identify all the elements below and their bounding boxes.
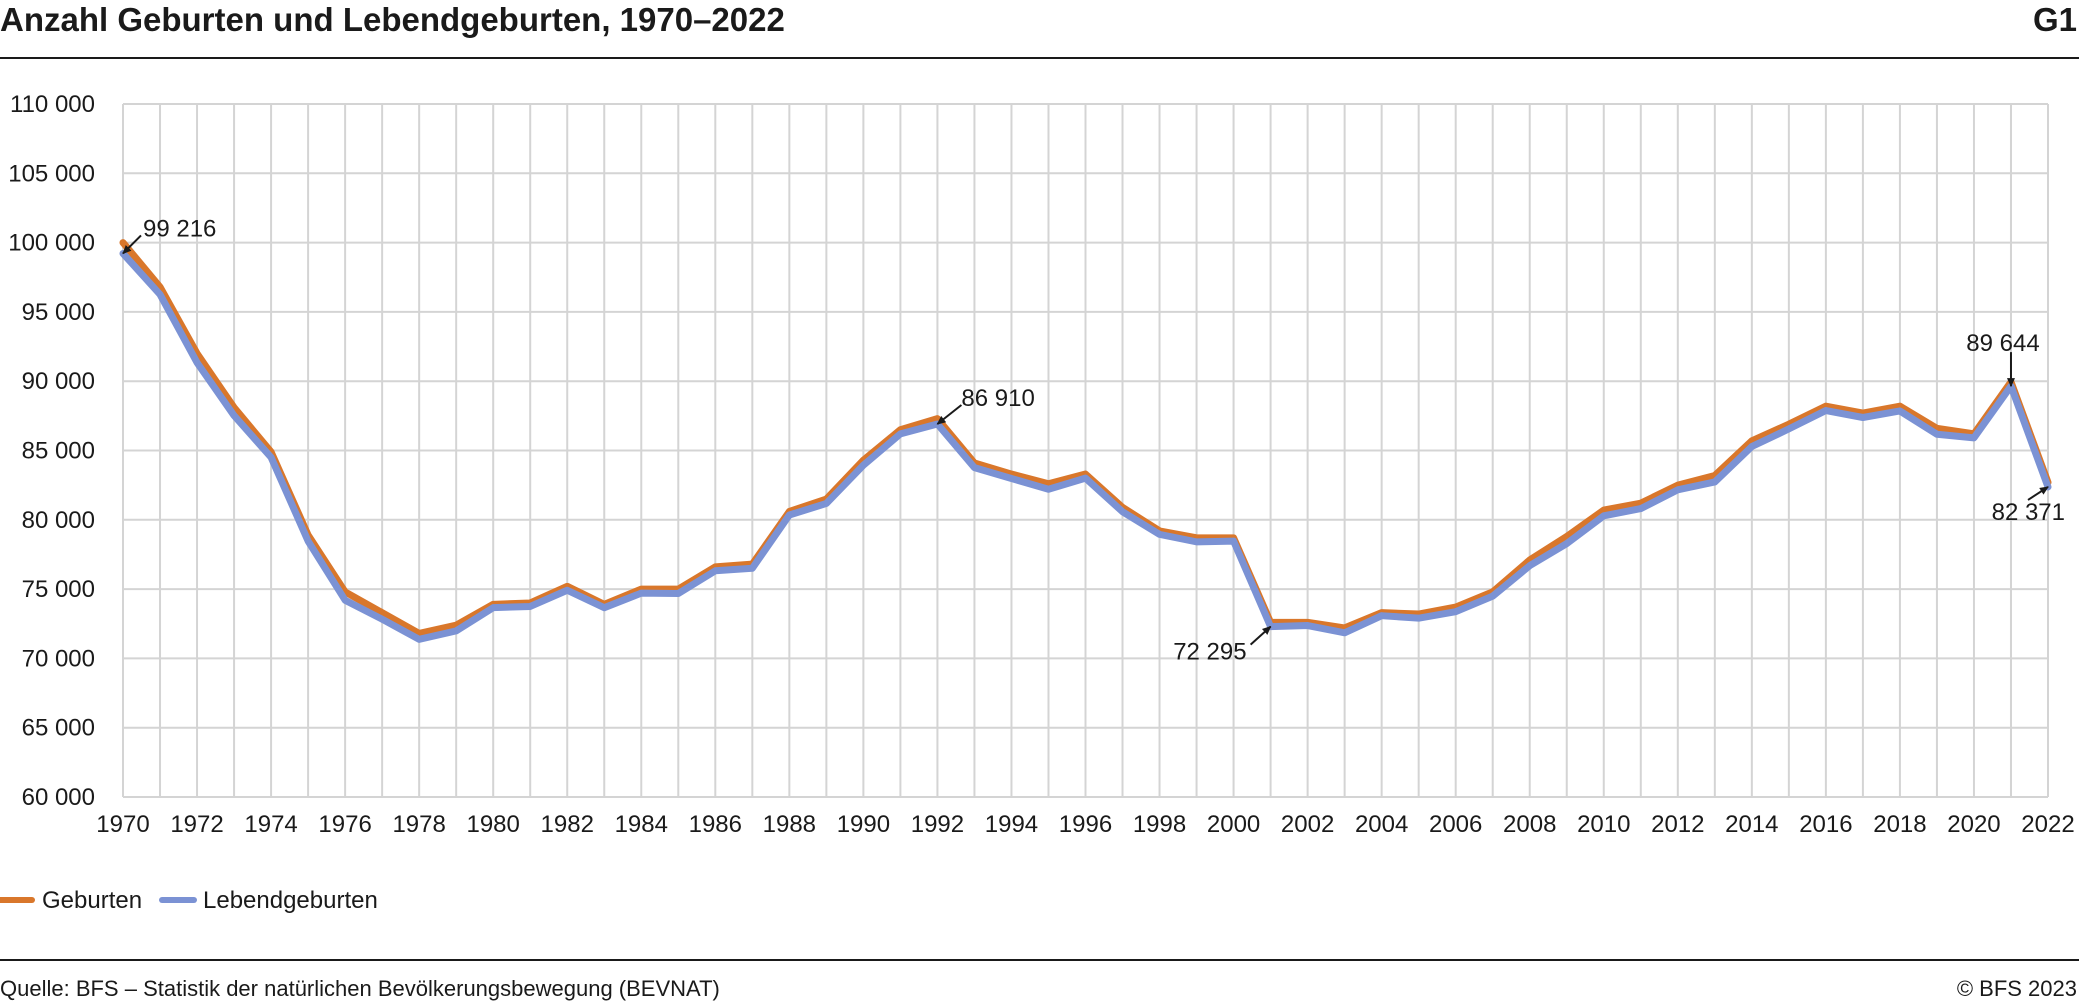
annotation-label: 89 644: [1966, 330, 2039, 357]
x-tick-label: 1994: [985, 811, 1038, 838]
x-tick-label: 2004: [1355, 811, 1408, 838]
grid-lines: [122, 103, 2049, 798]
y-tick-label: 95 000: [22, 299, 95, 326]
x-axis-ticks: 1970 1972 1974 1976 1978 1980 1982 1984 1986 1988…: [96, 811, 2074, 838]
y-tick-label: 110 000: [10, 91, 95, 118]
annotation-label: 86 910: [961, 385, 1034, 412]
x-tick-label: 1988: [763, 811, 816, 838]
x-tick-label: 1990: [837, 811, 890, 838]
source-note: Quelle: BFS – Statistik der natürlichen …: [0, 976, 720, 1001]
legend-label-lebendgeburten: Lebendgeburten: [203, 887, 378, 914]
x-tick-label: 1976: [318, 811, 371, 838]
x-tick-label: 2012: [1651, 811, 1704, 838]
x-tick-label: 1980: [466, 811, 519, 838]
y-tick-label: 90 000: [22, 368, 95, 395]
copyright: © BFS 2023: [1957, 976, 2077, 1001]
x-tick-label: 1984: [615, 811, 668, 838]
y-axis-ticks: 60 000 65 000 70 000 75 000 80 000 85 000 90 0…: [8, 91, 95, 811]
x-tick-label: 2020: [1947, 811, 2000, 838]
chart-title: Anzahl Geburten und Lebendgeburten, 1970…: [0, 1, 785, 38]
annotation-arrow: [1249, 625, 1272, 646]
annotation-label: 72 295: [1173, 639, 1246, 666]
x-tick-label: 2018: [1873, 811, 1926, 838]
annotation-arrow: [122, 234, 142, 255]
x-tick-label: 1982: [541, 811, 594, 838]
x-tick-label: 1996: [1059, 811, 1112, 838]
x-tick-label: 1974: [244, 811, 297, 838]
legend: Geburten Lebendgeburten: [0, 887, 378, 914]
chart-code: G1: [2033, 1, 2077, 38]
annotation-arrow: [2027, 486, 2049, 501]
x-tick-label: 2022: [2021, 811, 2074, 838]
y-tick-label: 105 000: [8, 160, 95, 187]
series-line-geburten: [119, 239, 2052, 637]
y-tick-label: 70 000: [22, 645, 95, 672]
y-tick-label: 65 000: [22, 715, 95, 742]
series-line-lebendgeburten: [119, 249, 2052, 643]
x-tick-label: 1972: [170, 811, 223, 838]
x-tick-label: 1986: [689, 811, 742, 838]
x-tick-label: 1970: [96, 811, 149, 838]
y-tick-label: 100 000: [8, 230, 95, 257]
series-lines: [119, 239, 2052, 643]
x-tick-label: 2006: [1429, 811, 1482, 838]
x-tick-label: 2002: [1281, 811, 1334, 838]
annotation-label: 99 216: [143, 215, 216, 242]
x-tick-label: 2000: [1207, 811, 1260, 838]
annotation-label: 82 371: [1992, 499, 2065, 526]
y-tick-label: 85 000: [22, 438, 95, 465]
x-tick-label: 1998: [1133, 811, 1186, 838]
x-tick-label: 1978: [392, 811, 445, 838]
x-tick-label: 2008: [1503, 811, 1556, 838]
x-tick-label: 2016: [1799, 811, 1852, 838]
legend-label-geburten: Geburten: [42, 887, 142, 914]
x-tick-label: 2010: [1577, 811, 1630, 838]
annotations: 99 216 86 910 72 295 89 644 82 371: [122, 215, 2065, 666]
x-tick-label: 1992: [911, 811, 964, 838]
y-tick-label: 75 000: [22, 576, 95, 603]
y-tick-label: 80 000: [22, 507, 95, 534]
annotation-arrow: [936, 404, 963, 425]
x-tick-label: 2014: [1725, 811, 1778, 838]
y-tick-label: 60 000: [22, 784, 95, 811]
